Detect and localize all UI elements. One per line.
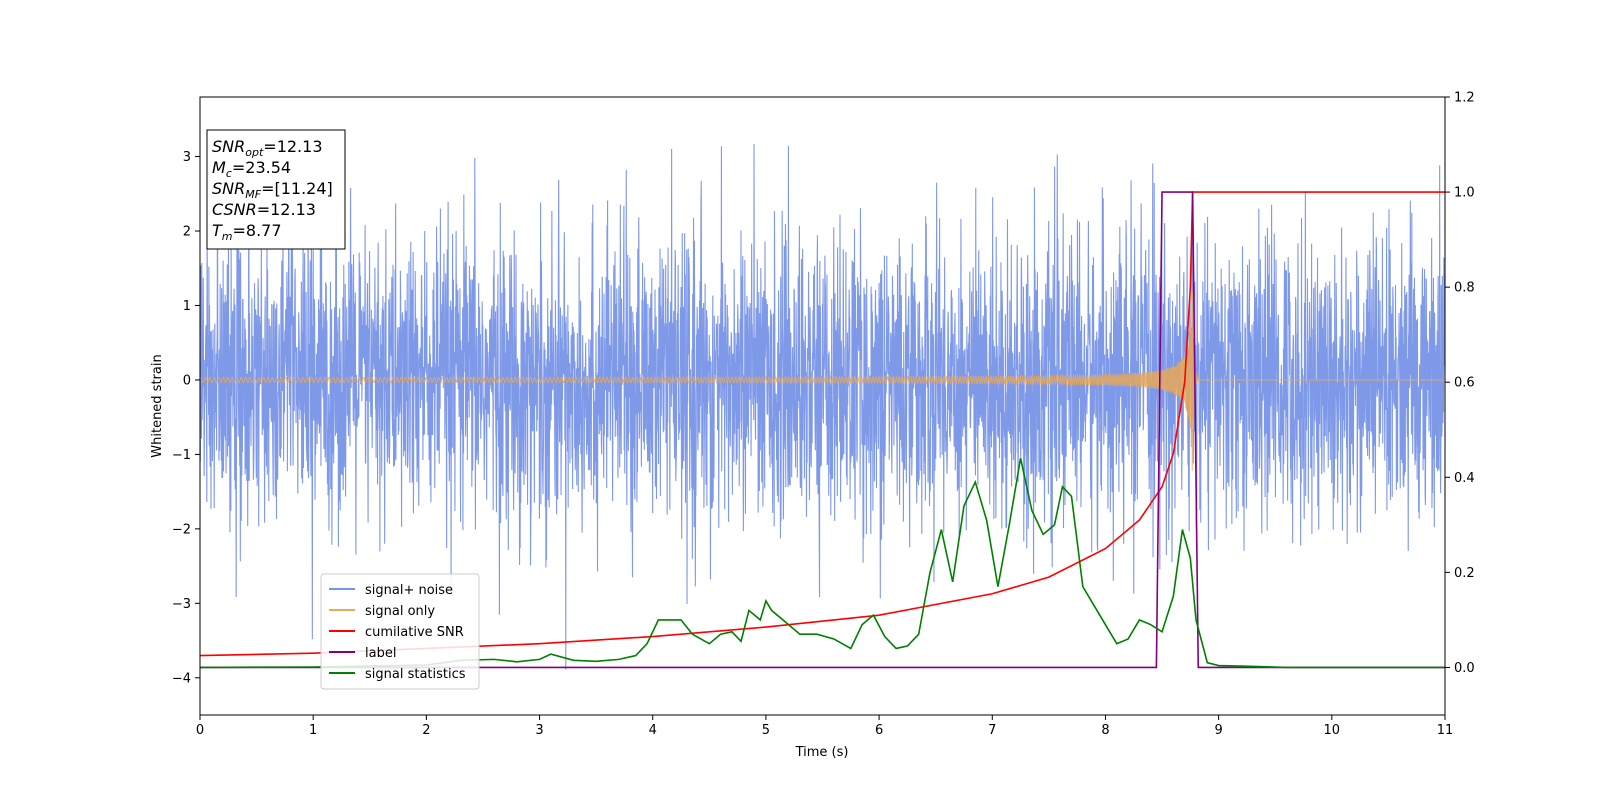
y-left-tick-label: −3	[172, 597, 191, 612]
x-tick-label: 3	[535, 723, 543, 738]
series-signal-noise-line	[200, 143, 1445, 670]
x-tick-label: 2	[422, 723, 430, 738]
series-cumilative-snr-line	[200, 191, 1445, 657]
series-label-line	[200, 191, 1445, 669]
legend-label-cumilative-snr: cumilative SNR	[365, 625, 464, 640]
x-tick-label: 7	[988, 723, 996, 738]
y-right-tick-label: 0.6	[1454, 376, 1475, 391]
y-right-tick-label: 0.4	[1454, 471, 1475, 486]
x-tick-label: 9	[1214, 723, 1222, 738]
x-tick-label: 5	[762, 723, 770, 738]
x-tick-label: 1	[309, 723, 317, 738]
x-tick-label: 11	[1437, 723, 1454, 738]
series-signal-statistics-line	[200, 458, 1445, 669]
y-right-tick-label: 0.8	[1454, 281, 1475, 296]
y-left-tick-label: 0	[183, 373, 191, 388]
annotation-line: SNRMF=[11.24]	[212, 179, 333, 201]
legend-label-label: label	[365, 646, 396, 661]
y-right-tick-label: 1.0	[1454, 186, 1475, 201]
y-right-tick-label: 1.2	[1454, 91, 1475, 106]
y-left-tick-label: −2	[172, 522, 191, 537]
annotation-frame	[206, 129, 346, 250]
legend: signal+ noise signal only cumilative SNR la…	[320, 573, 480, 690]
x-tick-label: 4	[649, 723, 657, 738]
y-left-tick-label: 2	[183, 225, 191, 240]
legend-frame	[320, 573, 480, 690]
annotation-line: Tm=8.77	[212, 221, 282, 243]
plot-frame	[199, 96, 1446, 716]
x-tick-label: 10	[1324, 723, 1341, 738]
y-left-tick-label: −1	[172, 448, 191, 463]
annotation-line: CSNR=12.13	[212, 200, 316, 219]
legend-label-signal-only: signal only	[365, 604, 435, 619]
annotation-box: SNRopt=12.13Mc=23.54SNRMF=[11.24]CSNR=12…	[206, 129, 346, 250]
x-tick-label: 0	[196, 723, 204, 738]
y-axis-label: Whitened strain	[150, 354, 165, 457]
legend-label-signal-statistics: signal statistics	[365, 667, 466, 682]
y-right-tick-label: 0.2	[1454, 566, 1475, 581]
legend-label-signal-noise: signal+ noise	[365, 583, 453, 598]
axes-layer: 0 1 2 3 4 5 6 7 8 9 10 11 −4 −3 −2 −1 0 1 2 3 0.0 0.2 0.4 0.6 0.…	[172, 91, 1475, 739]
x-axis-label: Time (s)	[795, 745, 849, 760]
series-signal-only-line	[200, 291, 1445, 471]
x-tick-label: 6	[875, 723, 883, 738]
annotation-line: Mc=23.54	[212, 158, 291, 180]
y-left-tick-label: 1	[183, 299, 191, 314]
y-left-tick-label: −4	[172, 671, 191, 686]
series-layer	[200, 143, 1445, 670]
annotation-line: SNRopt=12.13	[212, 137, 323, 159]
x-tick-label: 8	[1101, 723, 1109, 738]
y-left-tick-label: 3	[183, 150, 191, 165]
y-right-tick-label: 0.0	[1454, 661, 1475, 676]
